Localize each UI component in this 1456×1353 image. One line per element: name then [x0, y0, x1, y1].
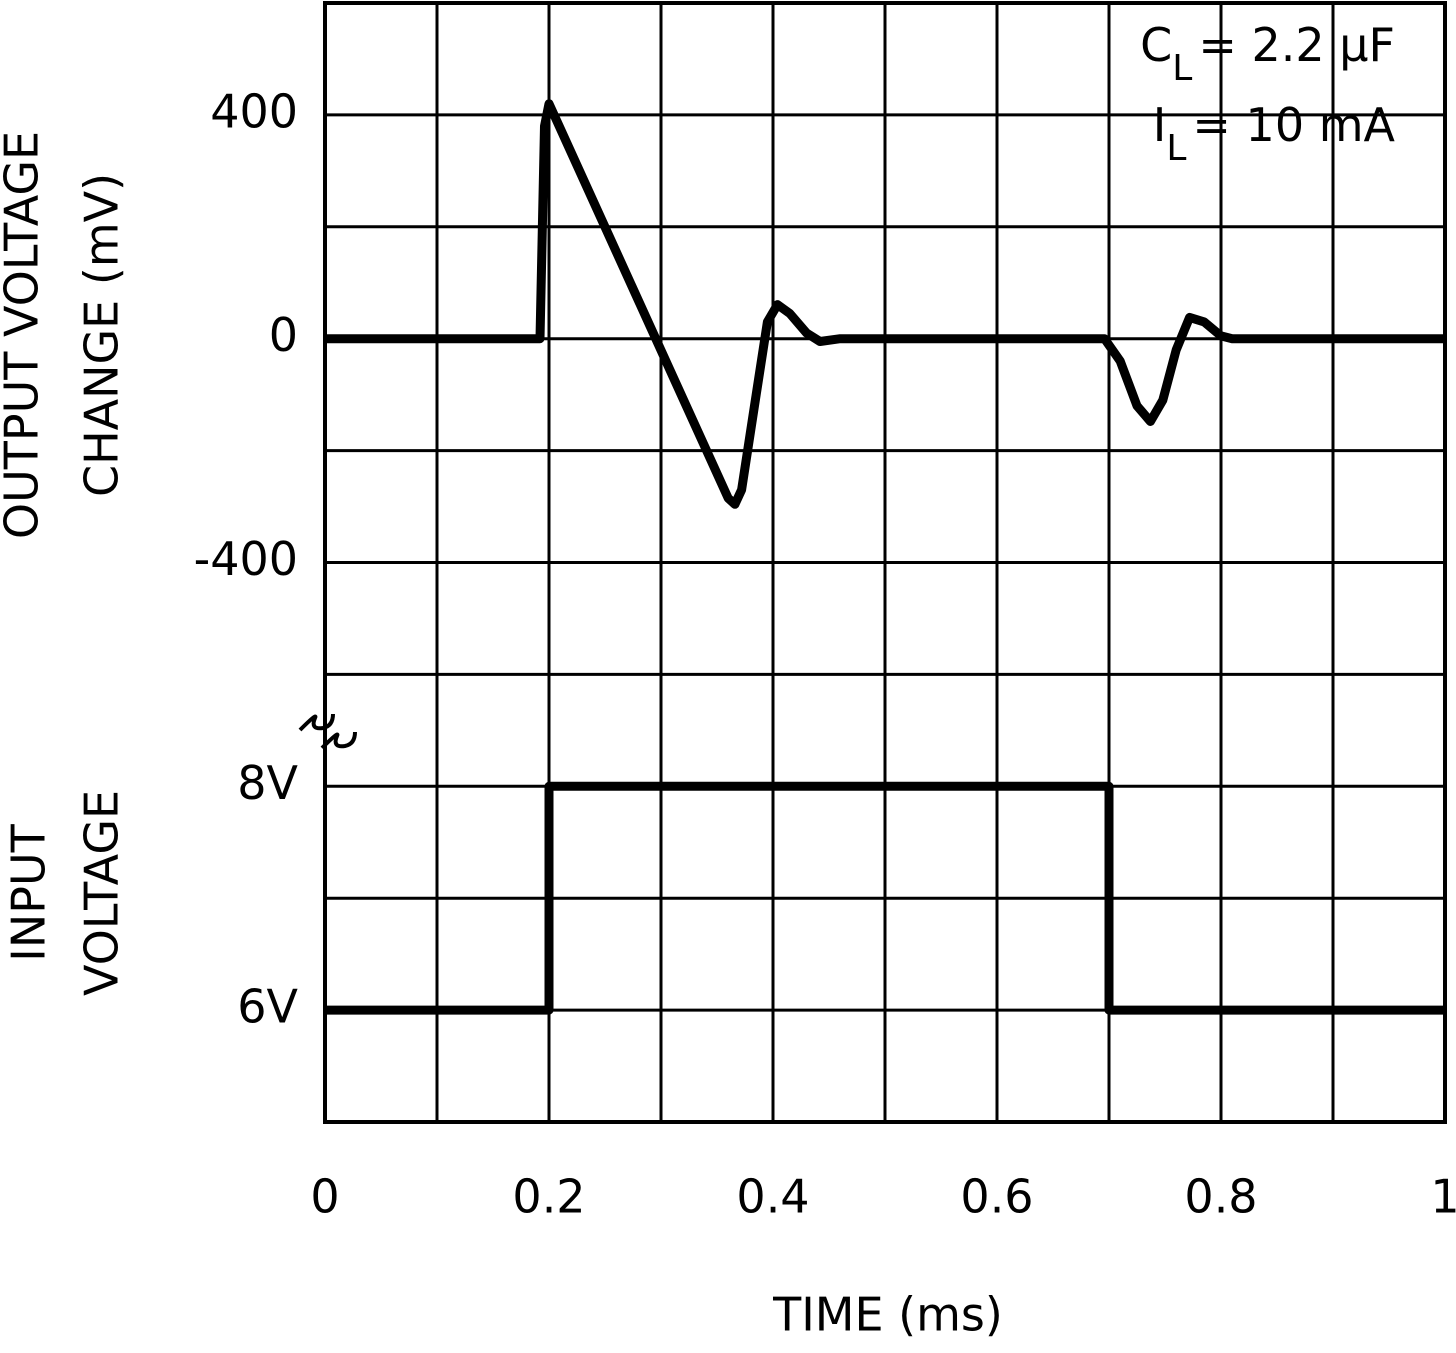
annotation: IL = 10 mA [1153, 98, 1396, 170]
data-line [325, 781, 1445, 1015]
annotation-value: = 2.2 μF [1198, 18, 1395, 72]
axis-break [298, 713, 357, 750]
x-tick-label: 1 [1430, 1170, 1456, 1224]
x-tick-label: 0.8 [1184, 1170, 1257, 1224]
x-axis-label: TIME (ms) [772, 1288, 1003, 1342]
annotation-symbol: I [1153, 98, 1167, 152]
annotation-value: = 10 mA [1192, 98, 1395, 152]
annotation-symbol: C [1140, 18, 1172, 72]
y-tick-label: -400 [194, 532, 298, 586]
y-tick-label: 8V [237, 756, 298, 810]
annotation: CL = 2.2 μF [1140, 18, 1395, 90]
annotation-subscript: L [1166, 128, 1186, 169]
grid [323, 1, 1447, 1124]
y-tick-label: 6V [237, 980, 298, 1034]
y-axis-label: VOLTAGE [75, 790, 129, 996]
x-tick-label: 0 [310, 1170, 339, 1224]
y-axis-label: CHANGE (mV) [75, 173, 129, 497]
y-axis-label: INPUT [2, 823, 56, 961]
plot-frame [323, 1, 1447, 1124]
x-tick-label: 0.4 [736, 1170, 809, 1224]
y-tick-label: 0 [269, 308, 298, 362]
y-axis-label: OUTPUT VOLTAGE [0, 131, 49, 539]
annotation-subscript: L [1172, 48, 1192, 89]
x-tick-label: 0.6 [960, 1170, 1033, 1224]
data-line [325, 99, 1445, 509]
y-tick-label: 400 [210, 84, 298, 138]
x-tick-label: 0.2 [512, 1170, 585, 1224]
